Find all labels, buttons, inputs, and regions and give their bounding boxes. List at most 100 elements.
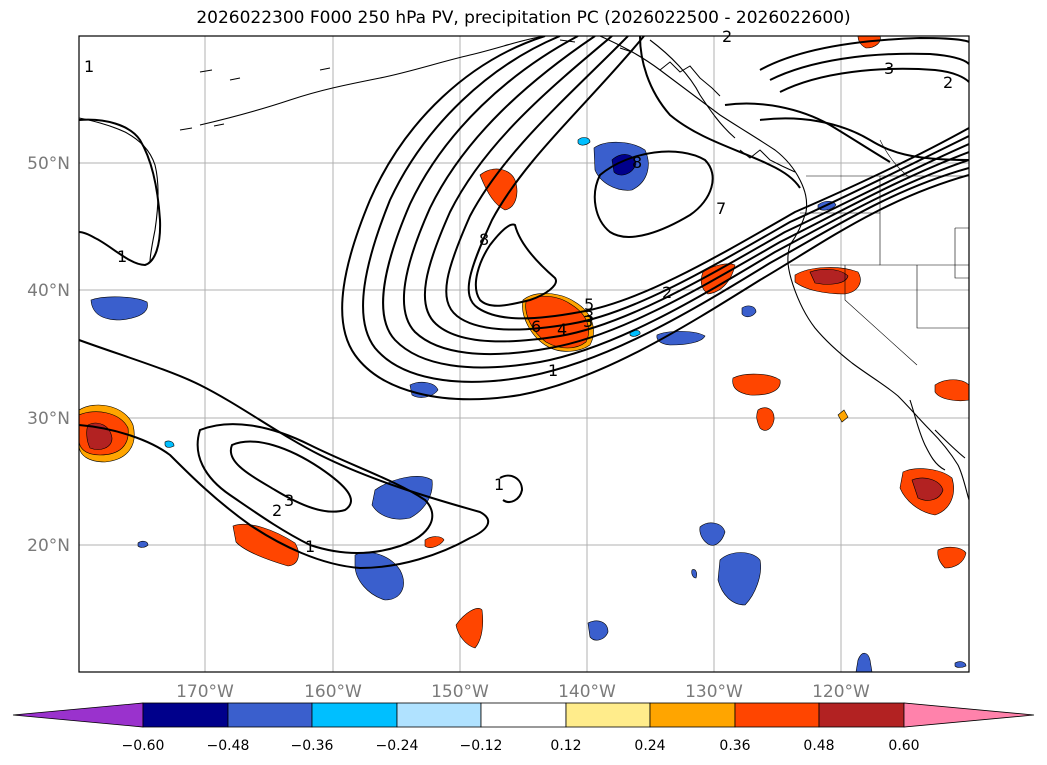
colorbar-tick-label: 0.12 bbox=[550, 738, 581, 754]
colorbar-segment bbox=[396, 702, 482, 728]
pv-contour-line bbox=[341, 36, 969, 401]
lon-label: 170°W bbox=[176, 682, 234, 702]
coastline-alaska bbox=[659, 61, 721, 97]
coastline-baja bbox=[909, 399, 946, 471]
border-state bbox=[844, 265, 918, 366]
colorbar-ticks: −0.60 −0.48 −0.36 −0.24 −0.12 0.12 0.24 … bbox=[122, 738, 920, 754]
pv-contour-line bbox=[724, 102, 891, 163]
colorbar-segment-max-extend bbox=[903, 702, 1035, 728]
precip-blob bbox=[577, 137, 591, 146]
lon-label: 140°W bbox=[558, 682, 616, 702]
precip-blob bbox=[137, 540, 149, 548]
map-title: 2026022300 F000 250 hPa PV, precipitatio… bbox=[196, 8, 851, 28]
colorbar-segment bbox=[227, 702, 313, 728]
border-state bbox=[879, 139, 911, 179]
pv-contour-line bbox=[79, 118, 162, 267]
lat-label: 50°N bbox=[27, 154, 70, 174]
pv-contour-label: 8 bbox=[632, 153, 642, 172]
colorbar-segment bbox=[480, 702, 567, 728]
pv-contour-label: 5 bbox=[584, 295, 594, 314]
precip-blob bbox=[809, 269, 849, 285]
coastline-bc bbox=[787, 179, 969, 501]
pv-contour-line bbox=[474, 223, 557, 307]
pv-contour-line bbox=[499, 474, 524, 503]
colorbar-tick-label: −0.12 bbox=[460, 738, 503, 754]
pv-contour-label: 4 bbox=[557, 320, 567, 339]
pv-contour-line bbox=[79, 339, 490, 570]
pv-contour-label: 7 bbox=[716, 199, 726, 218]
lon-label: 130°W bbox=[685, 682, 743, 702]
pv-contour-line bbox=[467, 36, 969, 320]
coastline-alaska bbox=[79, 117, 159, 263]
colorbar-tick-label: 0.36 bbox=[719, 738, 750, 754]
pv-contour-line bbox=[759, 36, 969, 71]
precip-blob bbox=[732, 373, 781, 396]
map-panel bbox=[79, 36, 969, 672]
pv-contour-line bbox=[382, 36, 969, 369]
colorbar-segment bbox=[142, 702, 229, 728]
coastline-alaska bbox=[649, 39, 736, 139]
pv-contour-label: 3 bbox=[884, 59, 894, 78]
precip-blob bbox=[741, 305, 757, 318]
precip-blob bbox=[525, 296, 589, 349]
precip-blob bbox=[717, 552, 761, 606]
colorbar-segment bbox=[649, 702, 736, 728]
coastline-alaska bbox=[199, 36, 546, 126]
map-frame bbox=[78, 35, 970, 673]
pv-contour-line bbox=[779, 67, 969, 93]
precip-blob bbox=[587, 620, 609, 641]
colorbar-segment bbox=[734, 702, 820, 728]
pv-contour-label: 1 bbox=[494, 475, 504, 494]
pv-contour-label: 2 bbox=[662, 283, 672, 302]
pv-contour-line bbox=[593, 150, 714, 238]
precip-blob bbox=[691, 569, 697, 579]
precip-blob bbox=[354, 551, 404, 601]
pv-contour-label: 3 bbox=[584, 307, 594, 326]
coastline-alaska bbox=[739, 149, 796, 173]
precip-blob bbox=[371, 476, 433, 520]
colorbar-tick-label: −0.24 bbox=[376, 738, 419, 754]
precip-blob bbox=[424, 536, 445, 548]
pv-contour-label: 3 bbox=[583, 312, 593, 331]
pv-contour-line bbox=[403, 36, 969, 356]
lon-label: 120°W bbox=[812, 682, 870, 702]
colorbar bbox=[12, 702, 1035, 728]
precip-blob bbox=[837, 409, 849, 423]
colorbar-tick-label: 0.24 bbox=[634, 738, 665, 754]
precip-anomaly-field bbox=[79, 36, 969, 672]
pv-contour-line bbox=[445, 36, 969, 331]
longitude-labels: 170°W 160°W 150°W 140°W 130°W 120°W bbox=[176, 682, 870, 702]
pv-contour-label: 2 bbox=[272, 501, 282, 520]
border-state bbox=[954, 227, 969, 279]
precip-blob bbox=[90, 296, 148, 321]
precip-blob bbox=[911, 477, 944, 501]
pv-contour-line bbox=[423, 36, 969, 343]
lat-label: 30°N bbox=[27, 409, 70, 429]
precip-blob bbox=[611, 154, 637, 176]
pv-contours bbox=[79, 36, 969, 570]
border-state bbox=[916, 265, 969, 329]
pv-contour-label: 8 bbox=[479, 230, 489, 249]
precip-blob bbox=[700, 263, 736, 295]
pv-contour-label: 1 bbox=[117, 247, 127, 266]
pv-contour-label: 3 bbox=[284, 491, 294, 510]
colorbar-tick-label: 0.48 bbox=[803, 738, 834, 754]
pv-contour-line bbox=[759, 117, 969, 161]
lon-label: 160°W bbox=[304, 682, 362, 702]
pv-contour-labels: 1 1 2 3 4 5 6 7 8 8 3 2 1 2 3 1 1 3 2 bbox=[84, 27, 953, 556]
pv-contour-line bbox=[229, 440, 352, 513]
precip-blob bbox=[232, 523, 299, 567]
coastline-detail bbox=[659, 61, 796, 173]
pv-contour-label: 2 bbox=[943, 73, 953, 92]
colorbar-tick-label: −0.48 bbox=[207, 738, 250, 754]
colorbar-tick-label: −0.36 bbox=[291, 738, 334, 754]
pv-contour-label: 1 bbox=[305, 537, 315, 556]
precip-blob bbox=[164, 440, 175, 448]
pv-contour-line bbox=[196, 423, 434, 554]
precip-blob bbox=[699, 522, 726, 546]
precip-blob bbox=[937, 546, 967, 569]
colorbar-segment bbox=[565, 702, 651, 728]
precip-blob bbox=[934, 379, 969, 402]
pv-contour-label: 1 bbox=[548, 361, 558, 380]
